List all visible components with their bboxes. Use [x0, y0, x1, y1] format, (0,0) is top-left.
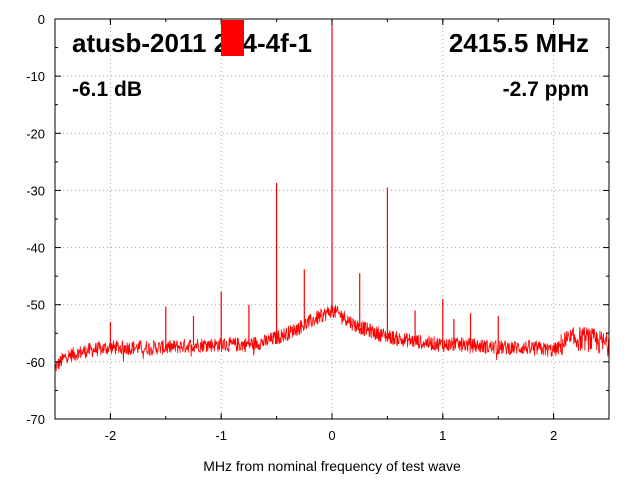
x-tick-label: 1	[439, 428, 446, 443]
frequency-label: 2415.5 MHz	[449, 28, 589, 58]
axis-tick-labels: -2 -1 0 1 20-10-20-30-40-50-60-70	[26, 12, 557, 443]
y-tick-label: -30	[26, 183, 45, 198]
y-tick-label: -20	[26, 126, 45, 141]
y-tick-label: -60	[26, 355, 45, 370]
x-tick-label: 2	[550, 428, 557, 443]
axis-ticks	[54, 18, 610, 420]
spectrum-trace	[54, 19, 610, 372]
noise-floor-line	[54, 305, 610, 372]
y-tick-label: -10	[26, 69, 45, 84]
y-tick-label: -70	[26, 412, 45, 427]
y-tick-label: -50	[26, 298, 45, 313]
redaction-block	[221, 20, 244, 56]
y-tick-label: -40	[26, 241, 45, 256]
offset-label: -2.7 ppm	[503, 78, 589, 101]
x-tick-label: -2	[105, 428, 117, 443]
x-tick-label: 0	[328, 428, 335, 443]
device-label: atusb-2011 214-4f-1	[72, 28, 312, 58]
level-label: -6.1 dB	[72, 78, 142, 101]
x-tick-label: -1	[215, 428, 227, 443]
x-axis-label: MHz from nominal frequency of test wave	[203, 458, 461, 474]
y-tick-label: 0	[38, 12, 45, 27]
